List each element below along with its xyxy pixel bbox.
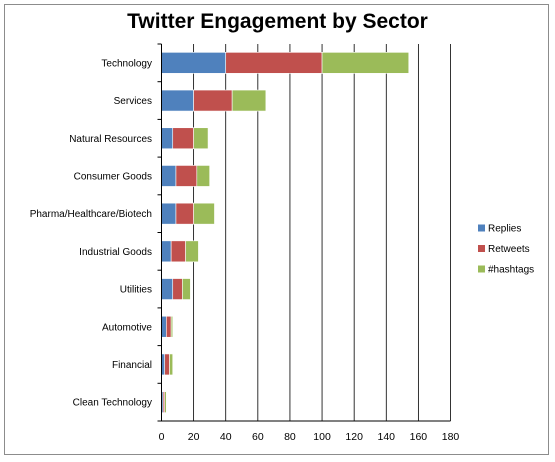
- bar-segment: [175, 202, 194, 225]
- category-label: Natural Resources: [69, 134, 152, 145]
- bar-segment: [164, 353, 170, 376]
- legend-label: Replies: [488, 224, 521, 235]
- bar-segment: [164, 391, 167, 413]
- bar-segment: [166, 315, 172, 338]
- grid-lines: [193, 44, 451, 421]
- x-tick-label: 120: [345, 431, 363, 443]
- bar-segment: [161, 278, 174, 300]
- bar-segment: [231, 89, 267, 112]
- chart-title: Twitter Engagement by Sector: [127, 10, 428, 33]
- legend: Replies Retweets #hashtags: [478, 224, 534, 276]
- bar-segment: [161, 315, 167, 338]
- bar-segment: [161, 89, 194, 112]
- x-tick-label: 80: [284, 431, 296, 443]
- category-label: Pharma/Healthcare/Biotech: [30, 209, 152, 220]
- bar-segment: [193, 127, 209, 150]
- x-tick-label: 60: [252, 431, 264, 443]
- legend-label: Retweets: [488, 244, 530, 255]
- bar-segment: [161, 127, 174, 150]
- bar-segment: [182, 278, 191, 300]
- bar-segment: [193, 89, 233, 112]
- bar-segment: [196, 165, 210, 187]
- legend-swatch: [478, 265, 485, 273]
- x-tick-label: 0: [159, 431, 165, 443]
- category-label: Services: [114, 96, 152, 107]
- bar-segment: [170, 240, 186, 263]
- legend-label: #hashtags: [488, 265, 534, 276]
- chart-frame: [4, 4, 549, 455]
- x-tick-label: 180: [442, 431, 460, 443]
- x-tick-label: 100: [313, 431, 331, 443]
- bar-segment: [225, 52, 323, 74]
- bar-segment: [161, 52, 227, 74]
- bar-segment: [172, 278, 183, 300]
- category-label: Utilities: [120, 285, 152, 296]
- bar-segment: [161, 165, 177, 187]
- bar-segment: [175, 165, 198, 187]
- bar-segment: [161, 202, 177, 225]
- x-tick-label: 40: [220, 431, 232, 443]
- category-label: Financial: [112, 360, 152, 371]
- bar-segment: [193, 202, 215, 225]
- bars: [161, 52, 410, 413]
- legend-swatch: [478, 245, 485, 252]
- bar-segment: [185, 240, 199, 263]
- category-label: Technology: [101, 58, 152, 69]
- category-label: Consumer Goods: [74, 171, 152, 182]
- category-label: Automotive: [102, 322, 152, 333]
- x-tick-label: 160: [410, 431, 428, 443]
- x-tick-label: 140: [378, 431, 396, 443]
- bar-segment: [170, 315, 174, 338]
- bar-segment: [172, 127, 194, 150]
- bar-segment: [169, 353, 174, 376]
- legend-swatch: [478, 224, 485, 232]
- bar-segment: [161, 240, 172, 263]
- x-tick-label: 20: [188, 431, 200, 443]
- axes: 0 20 40 60 80 100 120 140 160 180 Technology Servic…: [30, 43, 460, 443]
- bar-segment: [321, 52, 410, 74]
- category-label: Clean Technology: [73, 398, 152, 409]
- category-label: Industrial Goods: [79, 247, 152, 258]
